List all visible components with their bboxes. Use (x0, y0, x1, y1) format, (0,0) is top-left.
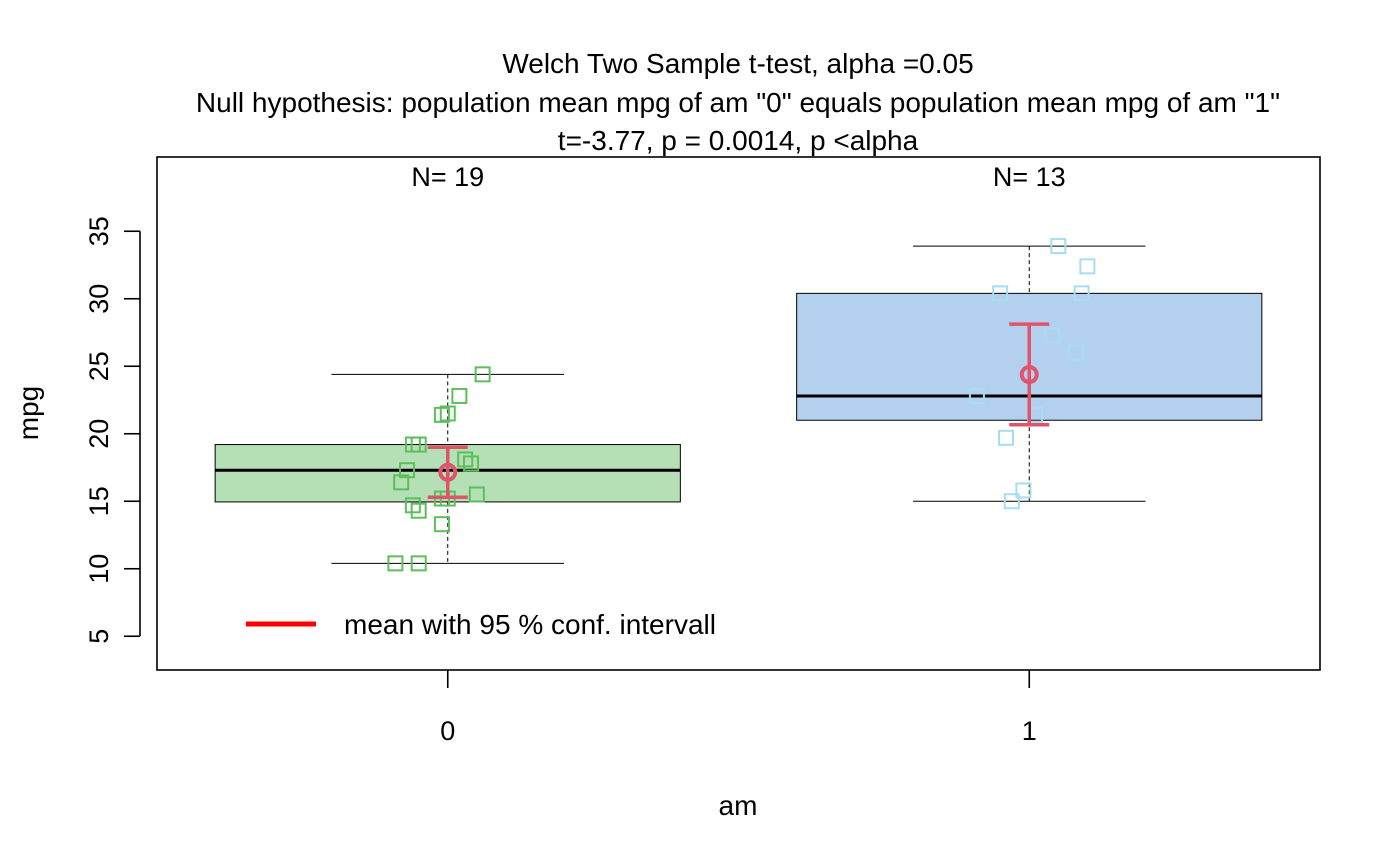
x-tick-label: 0 (440, 716, 455, 746)
data-point (387, 555, 404, 572)
data-point (451, 387, 468, 404)
box-group-0: N= 19 (214, 162, 681, 572)
title-line-3: t=-3.77, p = 0.0014, p <alpha (558, 125, 919, 156)
mean-marker (438, 462, 458, 482)
data-point (463, 455, 480, 472)
chart-title: Welch Two Sample t-test, alpha =0.05 Nul… (196, 48, 1280, 156)
data-point (1015, 482, 1032, 499)
data-point (410, 555, 427, 572)
data-point (468, 486, 485, 503)
title-line-1: Welch Two Sample t-test, alpha =0.05 (502, 48, 973, 79)
y-tick-label: 35 (84, 216, 114, 246)
data-point (439, 405, 456, 422)
data-point (404, 497, 421, 514)
y-tick-label: 20 (84, 419, 114, 449)
title-line-2: Null hypothesis: population mean mpg of … (196, 87, 1280, 118)
data-point (1003, 493, 1020, 510)
data-point (399, 462, 416, 479)
n-count-label: N= 13 (993, 162, 1066, 192)
data-point (992, 285, 1009, 302)
data-point (1079, 258, 1096, 275)
y-tick-label: 5 (84, 629, 114, 644)
y-tick-label: 25 (84, 351, 114, 381)
legend: mean with 95 % conf. intervall (246, 609, 716, 640)
data-point (433, 406, 450, 423)
plot-area-frame (156, 156, 1321, 671)
data-point (410, 502, 427, 519)
data-point (1067, 344, 1084, 361)
data-point (1050, 238, 1067, 255)
n-count-label: N= 19 (411, 162, 484, 192)
data-point (1073, 285, 1090, 302)
y-axis: 5 10 15 20 25 30 35 (84, 216, 141, 644)
data-point (433, 516, 450, 533)
data-point (410, 436, 427, 453)
y-tick-label: 10 (84, 554, 114, 584)
data-point (997, 429, 1014, 446)
x-axis-title: am (719, 790, 758, 821)
mean-marker (1019, 364, 1039, 384)
data-point (1044, 327, 1061, 344)
data-point (393, 474, 410, 491)
box-group-1: N= 13 (796, 162, 1263, 510)
data-point (968, 387, 985, 404)
data-point (474, 366, 491, 383)
legend-label: mean with 95 % conf. intervall (344, 609, 716, 640)
y-axis-title: mpg (13, 386, 44, 440)
y-tick-label: 15 (84, 486, 114, 516)
data-point (457, 451, 474, 468)
x-tick-label: 1 (1022, 716, 1037, 746)
y-tick-label: 30 (84, 284, 114, 314)
box-groups: N= 19 N= 13 (214, 162, 1263, 572)
